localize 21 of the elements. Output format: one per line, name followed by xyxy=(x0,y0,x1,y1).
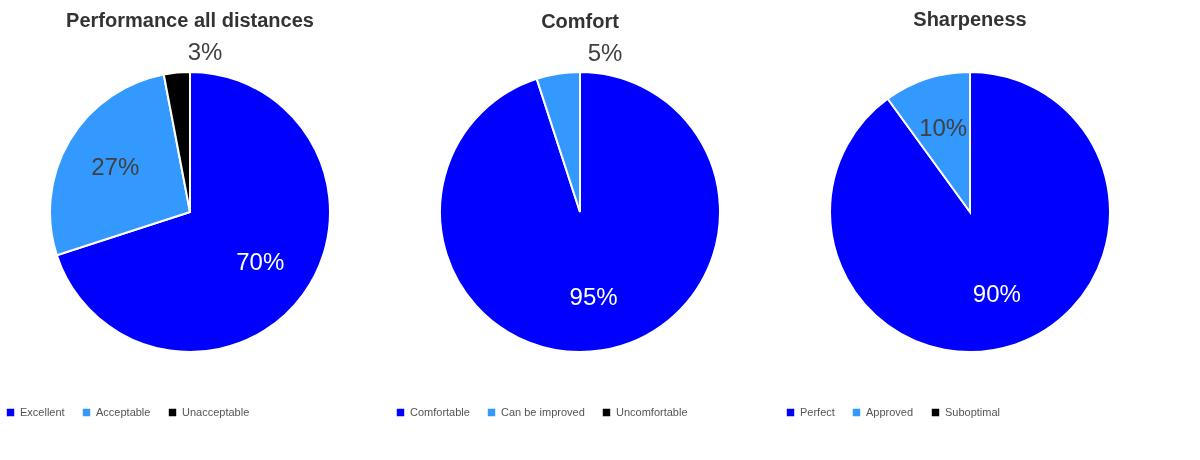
data-label: 90% xyxy=(972,279,1021,307)
chart-title: Sharpeness xyxy=(913,8,1027,30)
data-label: 27% xyxy=(91,152,140,180)
pie-slice xyxy=(439,71,721,353)
data-label: 10% xyxy=(919,114,968,142)
legend-label: Uncomfortable xyxy=(616,405,688,418)
legend-label: Can be improved xyxy=(501,405,585,418)
legend-label: Approved xyxy=(866,405,914,418)
chart-title: Performance all distances xyxy=(66,8,314,31)
data-label: 95% xyxy=(569,282,618,310)
legend-label: Comfortable xyxy=(410,405,470,418)
legend-label: Excellent xyxy=(20,405,65,418)
pie-slice xyxy=(829,71,1111,353)
legend-label: Unacceptable xyxy=(182,405,250,418)
chart-title: Comfort xyxy=(541,9,620,32)
data-label: 3% xyxy=(187,37,223,65)
data-label: 70% xyxy=(236,248,285,276)
data-label: 5% xyxy=(587,38,623,66)
legend-label: Perfect xyxy=(800,405,835,418)
legend-label: Suboptimal xyxy=(945,405,1001,418)
legend-label: Acceptable xyxy=(96,405,151,418)
